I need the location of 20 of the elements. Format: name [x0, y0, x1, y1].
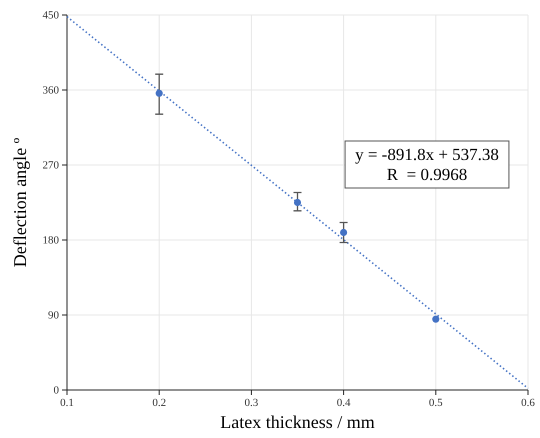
point: [294, 198, 302, 206]
annotation: R = 0.9968: [386, 165, 468, 184]
y-tick-label: 90: [48, 310, 60, 322]
y-tick-label: 360: [42, 84, 60, 97]
y-tick-label: 270: [42, 160, 60, 172]
x-tick-label: 0.6: [521, 396, 536, 409]
y-tick-label: 180: [42, 234, 60, 247]
annotation: y = -891.8x + 537.38: [355, 145, 499, 164]
x-tick-label: 0.4: [336, 396, 351, 409]
x-tick-label: 0.1: [60, 396, 74, 409]
y-axis-title: Deflection angle º: [10, 137, 30, 268]
point: [156, 90, 163, 97]
x-tick-label: 0.5: [428, 396, 444, 409]
x-tick-label: 0.2: [152, 396, 166, 409]
point: [432, 316, 440, 323]
point: [340, 228, 348, 236]
y-tick-label: 0: [54, 384, 60, 397]
y-tick-label: 450: [42, 10, 60, 22]
x-axis-title: Latex thickness / mm: [220, 412, 375, 432]
x-tick-label: 0.3: [244, 396, 259, 409]
